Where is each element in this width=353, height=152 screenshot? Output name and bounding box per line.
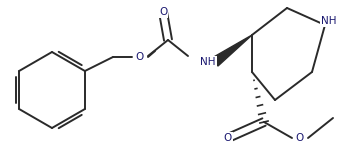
Text: NH: NH [200, 57, 215, 67]
Text: NH: NH [321, 16, 337, 26]
Text: O: O [296, 133, 304, 143]
Polygon shape [212, 35, 252, 66]
Text: O: O [159, 7, 167, 17]
Text: O: O [224, 133, 232, 143]
Text: O: O [136, 52, 144, 62]
